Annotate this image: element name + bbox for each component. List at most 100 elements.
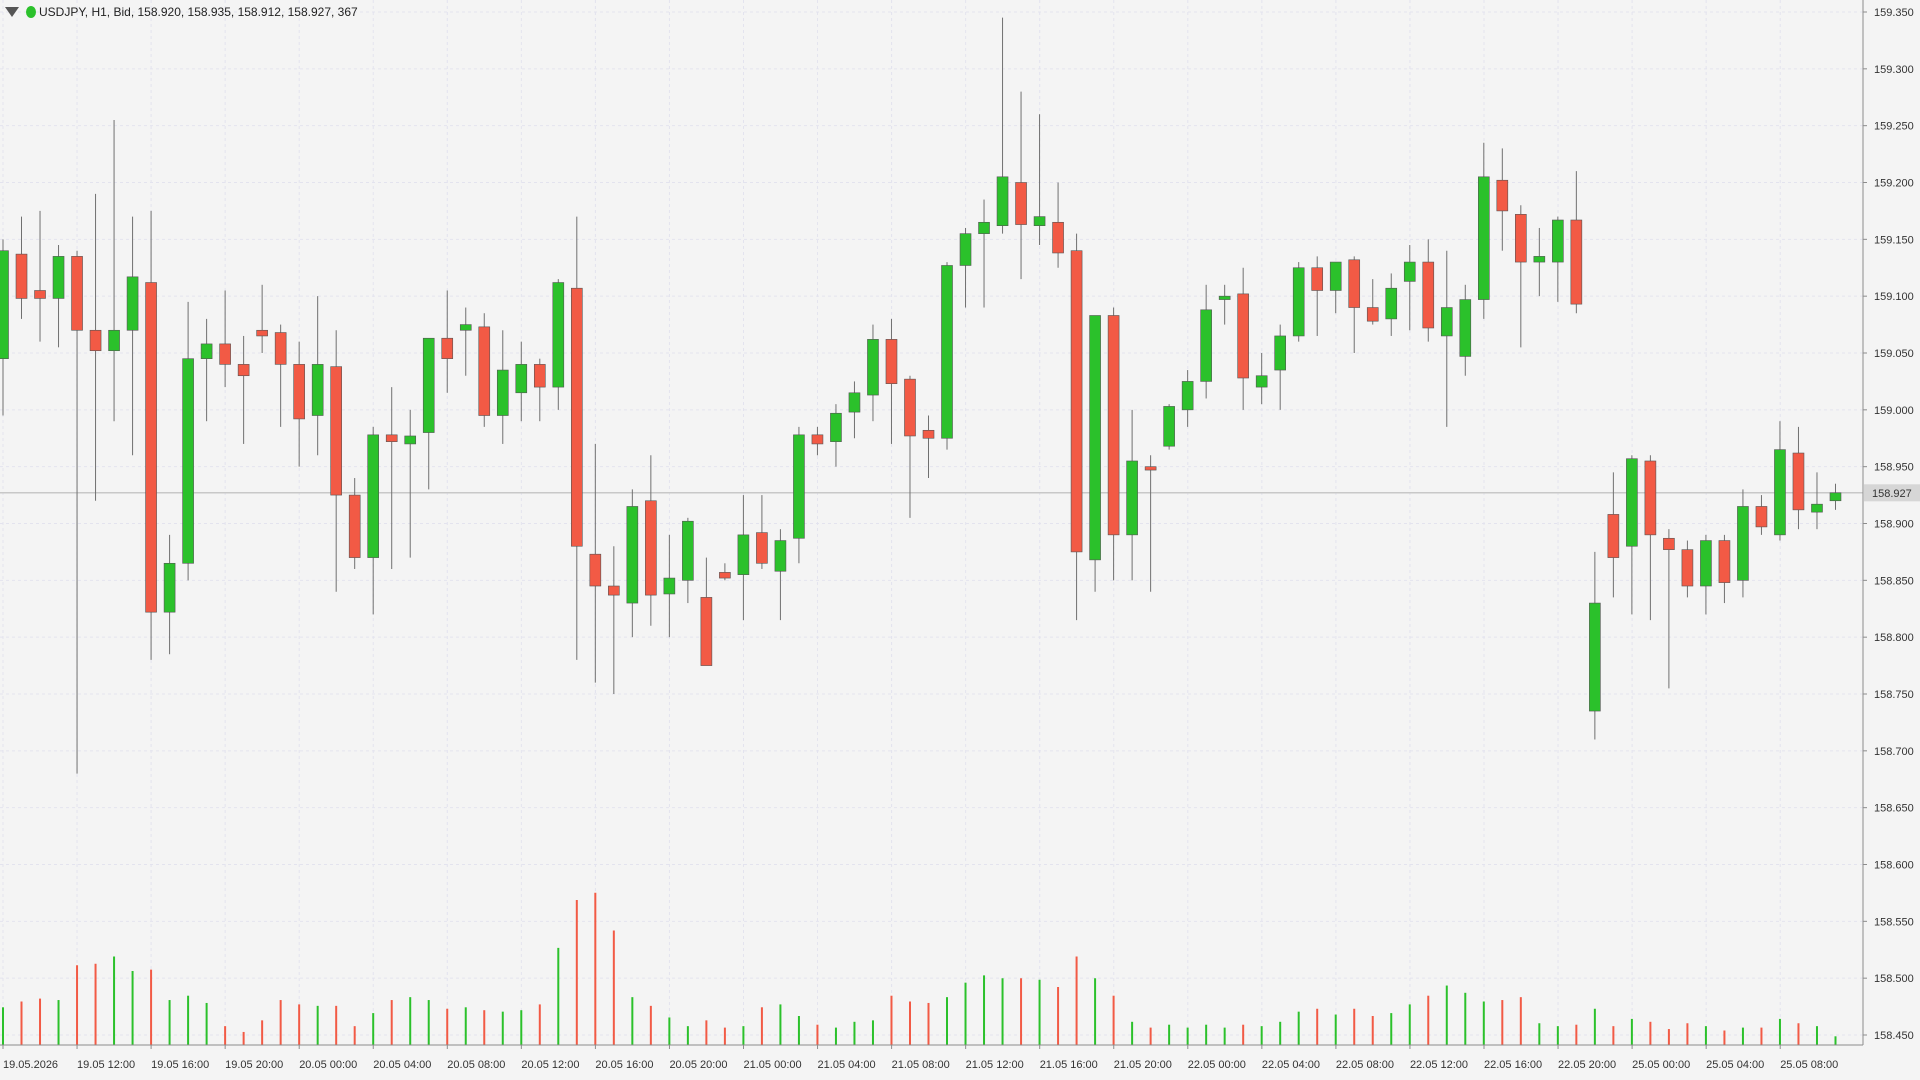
candle[interactable] [682,517,694,604]
candle[interactable] [1792,426,1805,530]
candle[interactable] [1515,205,1527,348]
candle[interactable] [34,210,46,342]
candle[interactable] [663,534,676,638]
candle[interactable] [256,284,268,353]
candle[interactable] [867,324,879,422]
candle[interactable] [1681,540,1694,598]
price-axis[interactable]: 159.350 159.300 159.250 159.200 159.150 159.1… [1863,7,1914,1042]
candle[interactable] [1644,455,1657,621]
candle[interactable] [1422,239,1435,342]
candle[interactable] [571,216,583,660]
candle[interactable] [1589,551,1601,740]
candle[interactable] [163,534,176,655]
candle[interactable] [552,279,565,410]
candle[interactable] [922,415,935,479]
candle[interactable] [145,210,157,660]
candle[interactable] [1144,455,1157,592]
candle[interactable] [1385,273,1398,336]
candle[interactable] [959,227,972,308]
candle[interactable] [385,387,398,569]
candle[interactable] [1774,421,1786,541]
candle[interactable] [1292,262,1305,342]
candle[interactable] [1496,148,1509,251]
candle[interactable] [108,119,120,422]
candle[interactable] [1237,267,1249,410]
candle[interactable] [1218,284,1231,325]
candle[interactable] [348,478,361,569]
candle[interactable] [626,489,639,638]
candle[interactable] [1070,233,1083,621]
candle[interactable] [1311,256,1324,336]
candle[interactable] [52,245,65,348]
candle[interactable] [848,381,861,439]
candle[interactable] [589,443,602,683]
candle[interactable] [830,404,842,467]
candle[interactable] [811,426,824,456]
candle[interactable] [885,318,898,444]
candle[interactable] [0,239,9,416]
candle[interactable] [1737,489,1749,598]
candle[interactable] [330,330,342,592]
candle[interactable] [1663,529,1675,689]
candle[interactable] [274,324,287,427]
candle[interactable] [293,341,305,467]
candle[interactable] [793,426,805,564]
candle[interactable] [774,529,787,621]
candle[interactable] [1015,91,1027,280]
candle[interactable] [496,330,509,444]
candle[interactable] [719,563,731,581]
candle[interactable] [182,301,194,581]
candle[interactable] [1163,404,1175,450]
candle[interactable] [978,199,990,308]
candle[interactable] [1552,216,1564,302]
candle[interactable] [311,296,324,456]
candle[interactable] [1052,182,1064,268]
candles[interactable] [0,17,1842,774]
candle[interactable] [15,216,28,319]
candle[interactable] [237,335,250,444]
dropdown-arrow-icon[interactable] [5,7,19,17]
candle[interactable] [645,455,657,626]
candle[interactable] [1440,250,1453,427]
candle[interactable] [1607,472,1620,598]
candle[interactable] [422,337,435,490]
candle[interactable] [533,358,546,422]
candle[interactable] [1200,284,1212,399]
candle[interactable] [996,17,1009,234]
candle[interactable] [1459,284,1472,376]
candle[interactable] [1829,483,1842,510]
candle[interactable] [904,375,916,518]
candle[interactable] [367,426,380,615]
candle[interactable] [1329,261,1342,314]
candle[interactable] [700,557,713,666]
candle[interactable] [737,495,750,621]
candle[interactable] [1126,409,1138,581]
candle[interactable] [1089,315,1101,592]
candle[interactable] [608,546,620,694]
candle[interactable] [1255,353,1268,405]
candle[interactable] [756,495,768,569]
candle[interactable] [1181,370,1194,427]
time-axis[interactable]: 19.05.2026 19.05 12:00 19.05 16:00 19.05 20… [2,1045,1838,1071]
candle[interactable] [1033,114,1046,246]
candle[interactable] [1403,245,1416,331]
candle[interactable] [1570,171,1583,314]
candle[interactable] [441,290,454,393]
candle[interactable] [1626,455,1638,615]
candle[interactable] [1811,472,1823,530]
candle[interactable] [1366,279,1379,325]
candle[interactable] [1755,495,1768,535]
candle[interactable] [1700,534,1712,615]
candle[interactable] [478,313,491,427]
candle[interactable] [404,409,417,558]
candle[interactable] [71,250,83,774]
candle[interactable] [941,262,953,450]
candle[interactable] [89,193,102,501]
candle[interactable] [515,341,528,422]
candle[interactable] [459,307,472,376]
candle[interactable] [1533,227,1546,297]
candle[interactable] [1348,256,1361,353]
candle[interactable] [200,318,213,422]
candle[interactable] [219,290,231,388]
